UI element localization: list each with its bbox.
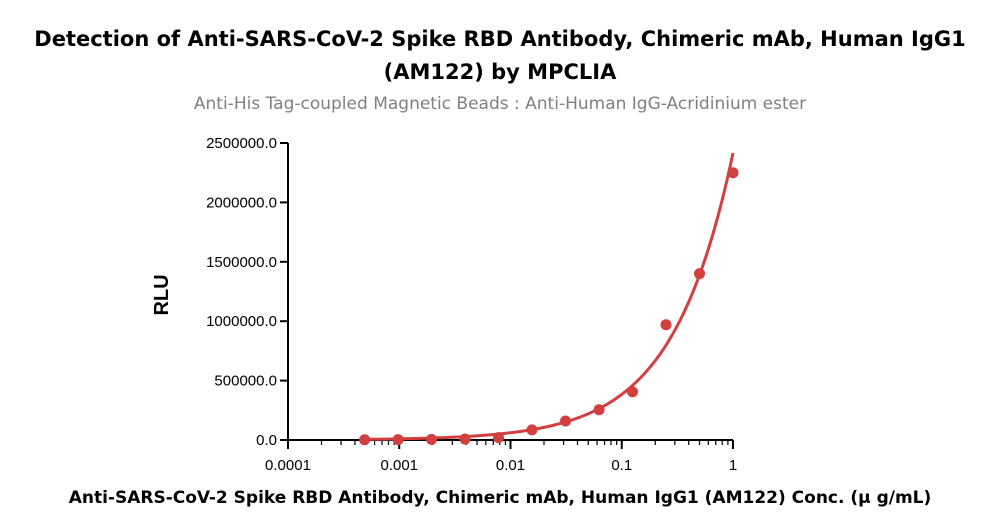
fit-curve-layer bbox=[364, 152, 735, 441]
y-tick-label: 2000000.0 bbox=[206, 194, 277, 211]
data-points-layer bbox=[359, 167, 739, 446]
x-tick-label: 0.0001 bbox=[265, 457, 311, 474]
y-tick-label: 2500000.0 bbox=[206, 135, 277, 152]
data-point bbox=[426, 433, 438, 445]
y-tick-label: 1500000.0 bbox=[206, 254, 277, 271]
data-point bbox=[560, 415, 572, 427]
x-axis-label: Anti-SARS-CoV-2 Spike RBD Antibody, Chim… bbox=[68, 488, 932, 508]
chart-subtitle: Anti-His Tag-coupled Magnetic Beads : An… bbox=[193, 94, 807, 114]
data-point bbox=[459, 433, 471, 445]
chart-title-line-2: (AM122) by MPCLIA bbox=[383, 60, 617, 84]
y-tick-label: 0.0 bbox=[256, 432, 277, 449]
x-tick-label: 1 bbox=[729, 457, 737, 474]
data-point bbox=[492, 432, 504, 444]
data-point bbox=[694, 268, 706, 280]
x-tick-label: 0.01 bbox=[496, 457, 525, 474]
data-point bbox=[727, 167, 739, 179]
chart-title-line-1: Detection of Anti-SARS-CoV-2 Spike RBD A… bbox=[34, 27, 966, 51]
data-point bbox=[392, 434, 404, 446]
axes: 0.0 500000.0 1000000.0 1500000.0 2000000.0 25… bbox=[206, 135, 737, 474]
data-point bbox=[593, 404, 605, 416]
data-point bbox=[627, 386, 639, 398]
y-tick-label: 1000000.0 bbox=[206, 313, 277, 330]
fit-curve bbox=[364, 152, 735, 441]
data-point bbox=[660, 319, 672, 331]
x-tick-label: 0.001 bbox=[380, 457, 418, 474]
y-axis-label: RLU bbox=[151, 274, 173, 315]
data-point bbox=[359, 434, 371, 446]
y-tick-label: 500000.0 bbox=[214, 373, 277, 390]
data-point bbox=[526, 424, 538, 436]
x-tick-label: 0.1 bbox=[611, 457, 632, 474]
